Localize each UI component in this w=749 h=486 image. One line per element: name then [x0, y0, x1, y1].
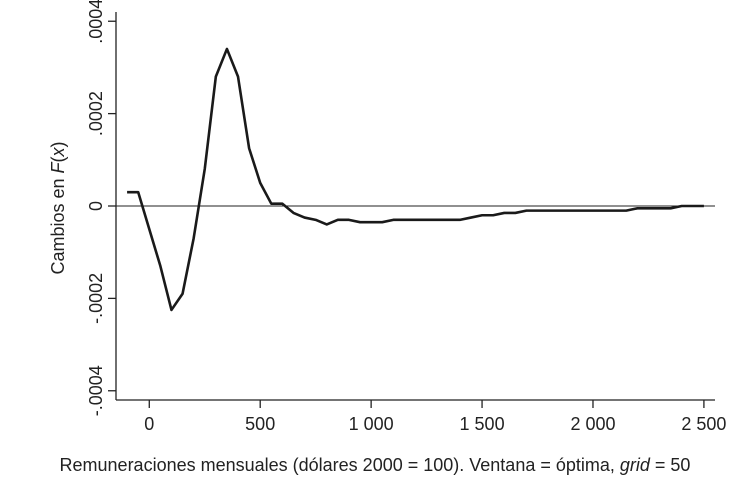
x-axis-title: Remuneraciones mensuales (dólares 2000 =…	[60, 455, 691, 475]
y-axis: -.0004 -.0002 0 .0002 .0004	[86, 0, 117, 416]
y-tick-label: -.0002	[86, 273, 106, 324]
y-tick-label: .0002	[86, 91, 106, 136]
x-tick-label: 1 000	[349, 414, 394, 434]
x-tick-label: 500	[245, 414, 275, 434]
y-tick-label: -.0004	[86, 365, 106, 416]
y-ticks: -.0004 -.0002 0 .0002 .0004	[86, 0, 116, 416]
x-axis: 0 500 1 000 1 500 2 000 2 500	[116, 399, 726, 434]
y-axis-title-paren-close: )	[48, 141, 68, 147]
y-axis-title: Cambios en F(x)	[48, 141, 68, 274]
y-axis-title-text: Cambios en	[48, 173, 68, 274]
y-axis-title-function: F	[48, 161, 68, 173]
x-axis-title-tail: = 50	[650, 455, 691, 475]
y-tick-label: 0	[86, 201, 106, 211]
x-axis-title-text: Remuneraciones mensuales (dólares 2000 =…	[60, 455, 620, 475]
x-ticks: 0 500 1 000 1 500 2 000 2 500	[144, 400, 726, 434]
y-axis-title-variable: x	[48, 146, 68, 157]
x-axis-title-grid: grid	[620, 455, 651, 475]
x-tick-label: 1 500	[460, 414, 505, 434]
series-layer	[127, 47, 704, 312]
x-tick-label: 2 500	[681, 414, 726, 434]
x-tick-label: 2 000	[570, 414, 615, 434]
series-line	[127, 47, 704, 312]
y-axis-title-paren-open: (	[48, 156, 68, 162]
x-tick-label: 0	[144, 414, 154, 434]
y-tick-label: .0004	[86, 0, 106, 44]
